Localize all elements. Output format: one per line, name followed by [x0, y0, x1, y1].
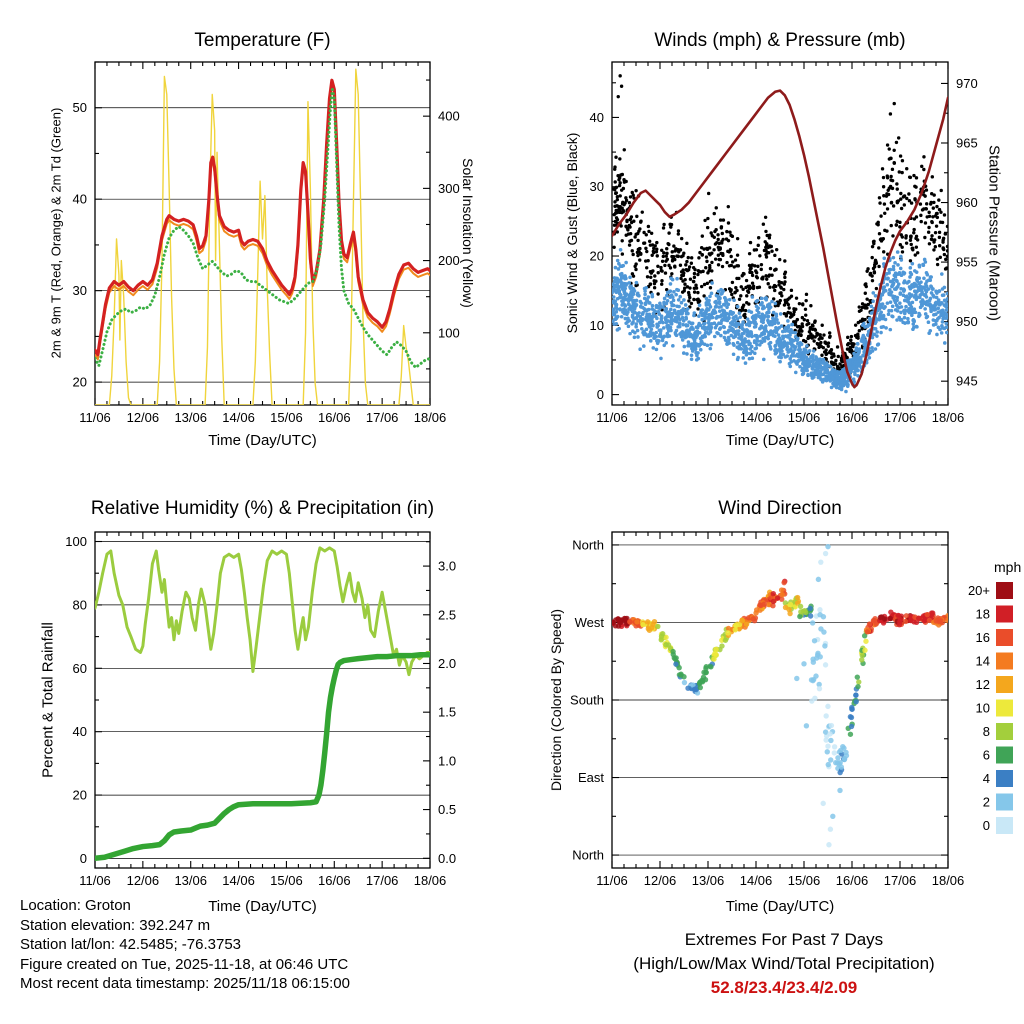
wind-direction-x-axis-label: Time (Day/UTC): [725, 898, 835, 915]
figure-created-timestamp: Figure created on Tue, 2025-11-18, at 06…: [20, 955, 349, 973]
wind-direction-chart-title: Wind Direction: [718, 498, 842, 519]
direction-axis-label: Direction (Colored By Speed): [548, 608, 564, 792]
wind-gust-axis-label: Sonic Wind & Gust (Blue, Black): [564, 132, 580, 334]
station-pressure-axis-label: Station Pressure (Maroon): [985, 145, 1003, 321]
temperature-left-axis-label: 2m & 9m T (Red, Orange) & 2m Td (Green): [48, 107, 64, 359]
most-recent-data-timestamp: Most recent data timestamp: 2025/11/18 0…: [20, 975, 350, 992]
extremes-values: 52.8/23.4/23.4/2.09: [710, 978, 858, 997]
winds-x-axis-label: Time (Day/UTC): [725, 432, 835, 449]
extremes-title: Extremes For Past 7 Days: [684, 930, 884, 949]
rh-x-axis-label: Time (Day/UTC): [208, 898, 317, 915]
extremes-subtitle: (High/Low/Max Wind/Total Precipitation): [633, 954, 935, 973]
percent-rainfall-axis-label: Percent & Total Rainfall: [39, 622, 57, 778]
station-elevation: Station elevation: 392.247 m: [20, 916, 211, 934]
temperature-chart-title: Temperature (F): [194, 30, 331, 51]
station-info: Location: Groton Station elevation: 392.…: [20, 896, 350, 994]
rh-precip-chart-title: Relative Humidity (%) & Precipitation (i…: [90, 498, 435, 519]
solar-insolation-axis-label: Solar Insolation (Yellow): [460, 158, 476, 308]
winds-pressure-chart-title: Winds (mph) & Pressure (mb): [654, 30, 906, 51]
station-latlon: Station lat/lon: 42.5485; -76.3753: [20, 936, 242, 953]
extremes-block: Extremes For Past 7 Days (High/Low/Max W…: [558, 928, 1010, 1000]
station-location: Location: Groton: [20, 897, 131, 914]
temperature-x-axis-label: Time (Day/UTC): [208, 432, 317, 449]
